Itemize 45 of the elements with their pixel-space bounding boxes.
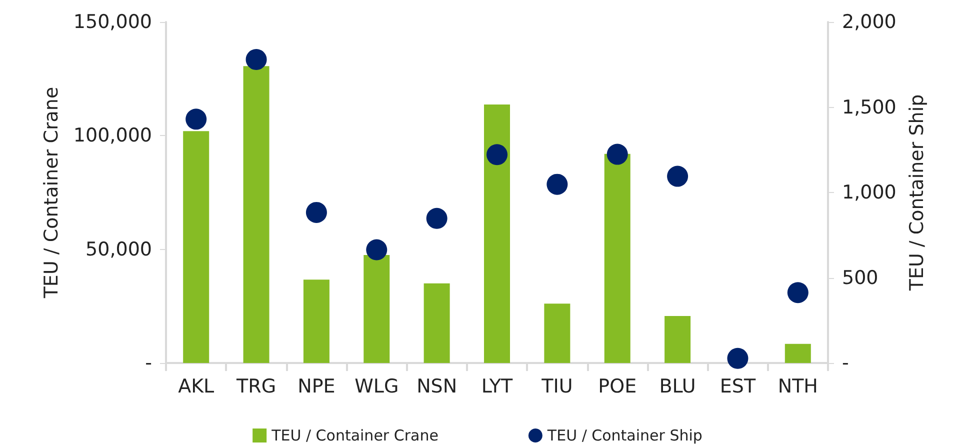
y2-tick-label: 500 bbox=[842, 266, 878, 289]
point bbox=[306, 202, 327, 223]
y2-tick-label: 2,000 bbox=[842, 11, 896, 33]
x-tick-label: POE bbox=[598, 376, 637, 398]
x-tick-label: TRG bbox=[236, 376, 276, 398]
x-tick-label: AKL bbox=[178, 376, 215, 398]
y-axis-title: TEU / Container Crane bbox=[40, 86, 62, 300]
point bbox=[366, 239, 388, 260]
y2-tick-label: 1,500 bbox=[842, 96, 896, 118]
bar bbox=[364, 255, 390, 363]
x-tick-label: LYT bbox=[481, 376, 514, 398]
point bbox=[246, 49, 267, 70]
legend-label: TEU / Container Ship bbox=[546, 426, 702, 444]
point bbox=[546, 174, 568, 195]
x-tick-label: NPE bbox=[298, 376, 336, 398]
y2-tick-label: - bbox=[842, 352, 849, 374]
y-tick-label: - bbox=[145, 352, 152, 374]
bar bbox=[544, 304, 570, 363]
x-tick-label: NSN bbox=[416, 376, 458, 398]
y2-tick-label: 1,000 bbox=[842, 182, 896, 204]
x-tick-label: NTH bbox=[778, 376, 818, 398]
point bbox=[606, 144, 628, 165]
x-tick-label: EST bbox=[720, 376, 756, 398]
x-tick-label: WLG bbox=[354, 376, 399, 398]
legend-label: TEU / Container Crane bbox=[270, 426, 438, 444]
bar bbox=[303, 280, 330, 363]
y-tick-label: 150,000 bbox=[73, 11, 152, 33]
bar bbox=[183, 131, 210, 363]
bar bbox=[424, 283, 450, 363]
bar bbox=[664, 316, 691, 363]
point bbox=[787, 282, 808, 304]
point bbox=[426, 208, 448, 229]
point bbox=[486, 144, 508, 166]
point bbox=[186, 108, 207, 130]
y-tick-label: 100,000 bbox=[73, 124, 152, 147]
x-tick-label: BLU bbox=[659, 376, 696, 398]
y-tick-label: 50,000 bbox=[86, 238, 152, 260]
point bbox=[667, 166, 688, 187]
point bbox=[727, 348, 748, 369]
bar bbox=[484, 104, 510, 363]
bar bbox=[604, 154, 630, 363]
bar bbox=[784, 344, 811, 363]
x-tick-label: TIU bbox=[540, 376, 573, 398]
bar bbox=[243, 66, 270, 363]
y2-axis-title: TEU / Container Ship bbox=[906, 94, 928, 292]
